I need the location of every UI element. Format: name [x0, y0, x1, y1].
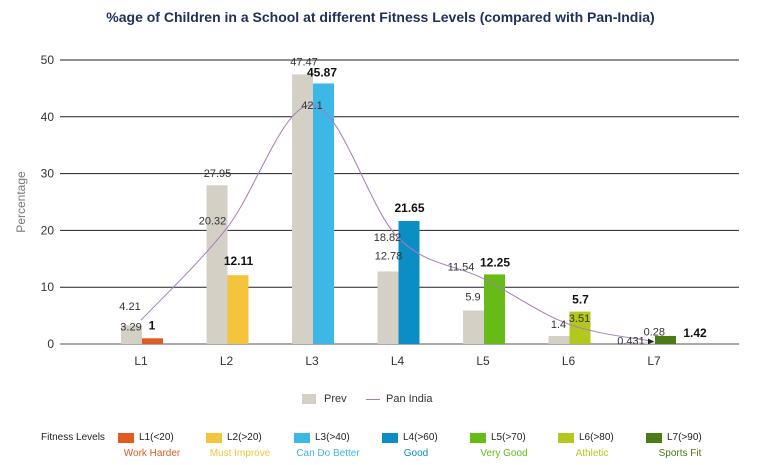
data-label-pan-india-L1: 4.21 [119, 301, 140, 313]
fitness-level-label: L5(>70) [491, 432, 526, 443]
fitness-level-item: L4(>60) Good [382, 432, 462, 459]
x-tick-label-L1: L1 [134, 354, 148, 368]
fitness-level-description: Must Improve [209, 448, 271, 459]
x-tick-label-L3: L3 [305, 354, 319, 368]
x-tick-label-L5: L5 [476, 354, 490, 368]
bar-prev-L2 [206, 185, 228, 344]
legend-item-prev[interactable]: Prev [302, 393, 347, 405]
data-label-current-L7: 1.42 [683, 326, 707, 340]
fitness-level-swatch [206, 432, 222, 443]
data-label-prev-L3: 47.47 [290, 56, 318, 68]
data-label-current-L4: 21.65 [394, 201, 424, 215]
data-label-pan-india-L2: 20.32 [199, 216, 227, 228]
fitness-level-row: L6(>80) [558, 432, 638, 443]
y-tick-label-0: 0 [47, 337, 54, 351]
fitness-level-description: Sports Fit [658, 448, 702, 459]
x-tick-label-L6: L6 [562, 354, 576, 368]
data-label-prev-L5: 5.9 [465, 291, 480, 303]
fitness-level-item: L3(>40) Can Do Better [294, 432, 374, 459]
data-label-pan-india-L3: 42.1 [301, 100, 322, 112]
data-label-prev-L2: 27.95 [204, 168, 232, 180]
data-label-prev-L1: 3.29 [120, 321, 141, 333]
fitness-level-description: Good [403, 448, 429, 459]
x-tick-label-L7: L7 [647, 354, 661, 368]
fitness-level-swatch [118, 432, 134, 443]
fitness-level-description: Work Harder [123, 448, 181, 459]
fitness-level-swatch [646, 432, 662, 443]
chart-title: %age of Children in a School at differen… [106, 9, 655, 25]
fitness-level-label: L7(>90) [667, 432, 702, 443]
y-tick-label-20: 20 [41, 223, 55, 237]
bar-prev-L7 [634, 342, 655, 344]
bar-current-L4 [398, 221, 420, 344]
bar-prev-L5 [463, 310, 484, 344]
fitness-levels-legend: Fitness Levels L1(<20) Work Harder L2(>20)… [0, 432, 761, 462]
data-label-current-L6: 5.7 [572, 293, 589, 307]
legend-swatch-pan-india [366, 398, 380, 400]
fitness-level-row: L5(>70) [470, 432, 550, 443]
data-label-prev-L6: 1.4 [551, 319, 566, 331]
series-legend: Prev Pan India [0, 393, 761, 409]
bar-prev-L1 [121, 325, 142, 344]
bar-current-L7 [655, 335, 676, 344]
fitness-level-label: L2(>20) [227, 432, 262, 443]
fitness-level-label: L1(<20) [139, 432, 174, 443]
fitness-level-row: L1(<20) [118, 432, 198, 443]
data-label-pan-india-L4: 18.82 [374, 232, 402, 244]
bar-current-L5 [484, 274, 505, 344]
data-label-pan-india-L7: 0.431 [617, 336, 645, 348]
y-axis-label: Percentage [14, 171, 28, 233]
y-tick-label-30: 30 [41, 167, 55, 181]
y-tick-label-40: 40 [41, 110, 55, 124]
fitness-levels-title: Fitness Levels [41, 432, 105, 443]
fitness-level-row: L7(>90) [646, 432, 726, 443]
fitness-level-item: L5(>70) Very Good [470, 432, 550, 459]
fitness-level-label: L4(>60) [403, 432, 438, 443]
fitness-level-swatch [558, 432, 574, 443]
legend-label-pan-india: Pan India [386, 393, 433, 405]
bar-current-L3 [313, 83, 334, 344]
fitness-level-row: L3(>40) [294, 432, 374, 443]
y-tick-label-10: 10 [41, 280, 55, 294]
fitness-level-row: L4(>60) [382, 432, 462, 443]
bar-current-L1 [142, 338, 163, 344]
fitness-level-item: L6(>80) Athletic [558, 432, 638, 459]
bar-current-L2 [227, 275, 249, 344]
legend-item-pan-india[interactable]: Pan India [366, 393, 432, 405]
data-label-current-L3: 45.87 [307, 65, 337, 79]
fitness-level-swatch [294, 432, 310, 443]
fitness-level-label: L6(>80) [579, 432, 614, 443]
fitness-level-description: Athletic [575, 448, 609, 459]
data-label-current-L2: 12.11 [224, 254, 254, 268]
x-tick-label-L4: L4 [391, 354, 405, 368]
y-tick-label-50: 50 [41, 53, 55, 67]
bar-prev-L4 [377, 271, 399, 344]
fitness-level-description: Very Good [480, 448, 528, 459]
line-pan-india [140, 104, 655, 343]
data-label-current-L5: 12.25 [480, 255, 510, 269]
line-pan-india-end-marker [648, 338, 654, 345]
data-label-current-L1: 1 [149, 318, 156, 332]
data-label-pan-india-L5: 11.54 [448, 261, 475, 273]
fitness-level-row: L2(>20) [206, 432, 286, 443]
data-label-prev-L4: 12.78 [375, 250, 403, 262]
bar-prev-L3 [292, 74, 313, 345]
legend-label-prev: Prev [324, 393, 347, 405]
fitness-level-item: L2(>20) Must Improve [206, 432, 286, 459]
fitness-level-swatch [470, 432, 486, 443]
legend-swatch-prev [302, 394, 316, 404]
bar-prev-L6 [548, 336, 570, 344]
fitness-level-label: L3(>40) [315, 432, 350, 443]
fitness-level-description: Can Do Better [296, 448, 360, 459]
fitness-level-swatch [382, 432, 398, 443]
fitness-level-item: L7(>90) Sports Fit [646, 432, 726, 459]
fitness-level-item: L1(<20) Work Harder [118, 432, 198, 459]
data-label-prev-L7: 0.28 [644, 326, 665, 338]
data-label-pan-india-L6: 3.51 [569, 313, 590, 325]
x-tick-label-L2: L2 [220, 354, 234, 368]
